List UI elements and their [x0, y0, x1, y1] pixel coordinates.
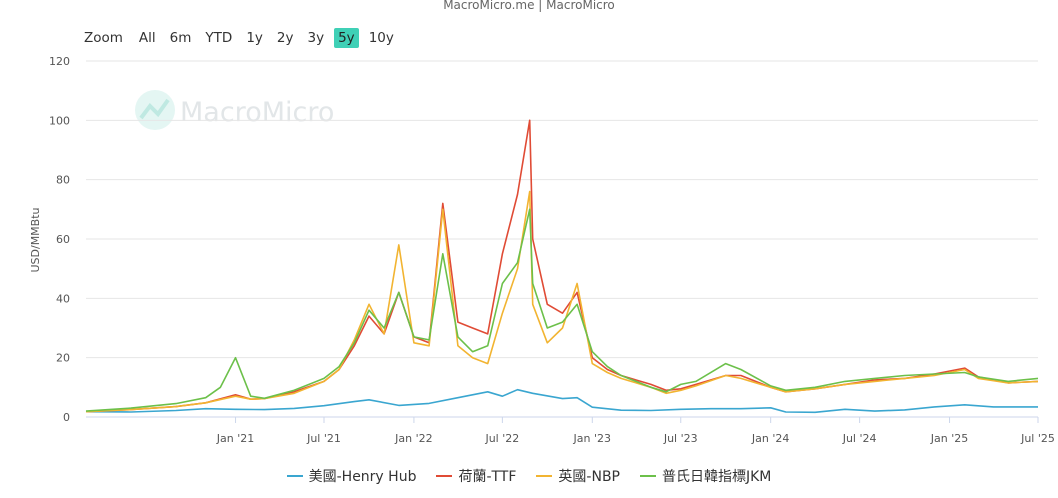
zoom-button-2y[interactable]: 2y	[276, 30, 294, 46]
zoom-button-ytd[interactable]: YTD	[205, 30, 233, 46]
series-line-1	[85, 119, 1039, 413]
x-tick-label: Jul '23	[663, 432, 698, 445]
legend-item-henry-hub[interactable]: 美國-Henry Hub	[286, 466, 417, 486]
series-line-3	[85, 208, 1039, 412]
y-tick-label: 80	[56, 174, 70, 187]
y-tick-label: 0	[63, 411, 70, 424]
zoom-button-1y[interactable]: 1y	[246, 30, 263, 46]
legend-item-ttf[interactable]: 荷蘭-TTF	[436, 466, 516, 486]
y-axis-ticks: 0 20 40 60 80 100 120	[49, 55, 70, 424]
zoom-label: Zoom	[84, 30, 123, 46]
legend-label-henry-hub: 美國-Henry Hub	[308, 469, 417, 485]
x-tick-label: Jul '25	[1020, 432, 1055, 445]
chart-credit: MacroMicro.me | MacroMicro	[443, 0, 615, 12]
watermark-logo: MacroMicro	[135, 90, 334, 130]
legend-swatch-henry-hub	[286, 475, 303, 477]
zoom-button-10y[interactable]: 10y	[368, 30, 394, 46]
zoom-button-6m[interactable]: 6m	[169, 30, 192, 46]
legend-swatch-jkm	[640, 475, 656, 477]
watermark-icon-mark	[139, 98, 170, 120]
legend-item-nbp[interactable]: 英國-NBP	[536, 466, 620, 486]
chart-area: MacroMicro 0 20 40 60 80 100 120 Jan '21 Jul '2…	[29, 55, 1055, 445]
zoom-button-5y[interactable]: 5y	[334, 28, 359, 48]
series-lines	[85, 119, 1039, 414]
y-tick-label: 20	[56, 352, 70, 365]
legend-label-ttf: 荷蘭-TTF	[458, 469, 517, 485]
y-tick-label: 40	[56, 292, 70, 305]
x-tick-label: Jan '24	[751, 432, 789, 445]
series-line-0	[85, 388, 1038, 414]
x-tick-label: Jul '24	[842, 432, 877, 445]
grid-lines	[86, 60, 1038, 418]
zoom-button-3y[interactable]: 3y	[307, 30, 325, 46]
y-tick-label: 120	[49, 55, 70, 68]
legend: 美國-Henry Hub 荷蘭-TTF 英國-NBP 普氏日韓指標JKM	[0, 466, 1058, 486]
legend-swatch-nbp	[536, 475, 553, 477]
series-line-2	[85, 190, 1039, 413]
y-axis-label: USD/MMBtu	[29, 207, 42, 272]
legend-item-jkm[interactable]: 普氏日韓指標JKM	[640, 466, 771, 486]
x-tick-label: Jan '23	[573, 432, 611, 445]
y-tick-label: 100	[49, 114, 70, 127]
x-tick-label: Jul '21	[306, 432, 341, 445]
x-axis-ticks: Jan '21 Jul '21 Jan '22 Jul '22 Jan '23 Jul '…	[216, 417, 1055, 445]
legend-label-jkm: 普氏日韓指標JKM	[662, 469, 772, 485]
legend-label-nbp: 英國-NBP	[558, 469, 620, 485]
legend-swatch-ttf	[436, 475, 453, 477]
zoom-bar: Zoom All 6m YTD 1y 2y 3y 5y 10y	[84, 28, 404, 48]
x-tick-label: Jul '22	[484, 432, 519, 445]
x-tick-label: Jan '22	[394, 432, 432, 445]
x-tick-label: Jan '21	[216, 432, 254, 445]
watermark-text: MacroMicro	[180, 97, 334, 128]
x-tick-label: Jan '25	[930, 432, 968, 445]
zoom-button-all[interactable]: All	[138, 30, 156, 46]
y-tick-label: 60	[56, 233, 70, 246]
